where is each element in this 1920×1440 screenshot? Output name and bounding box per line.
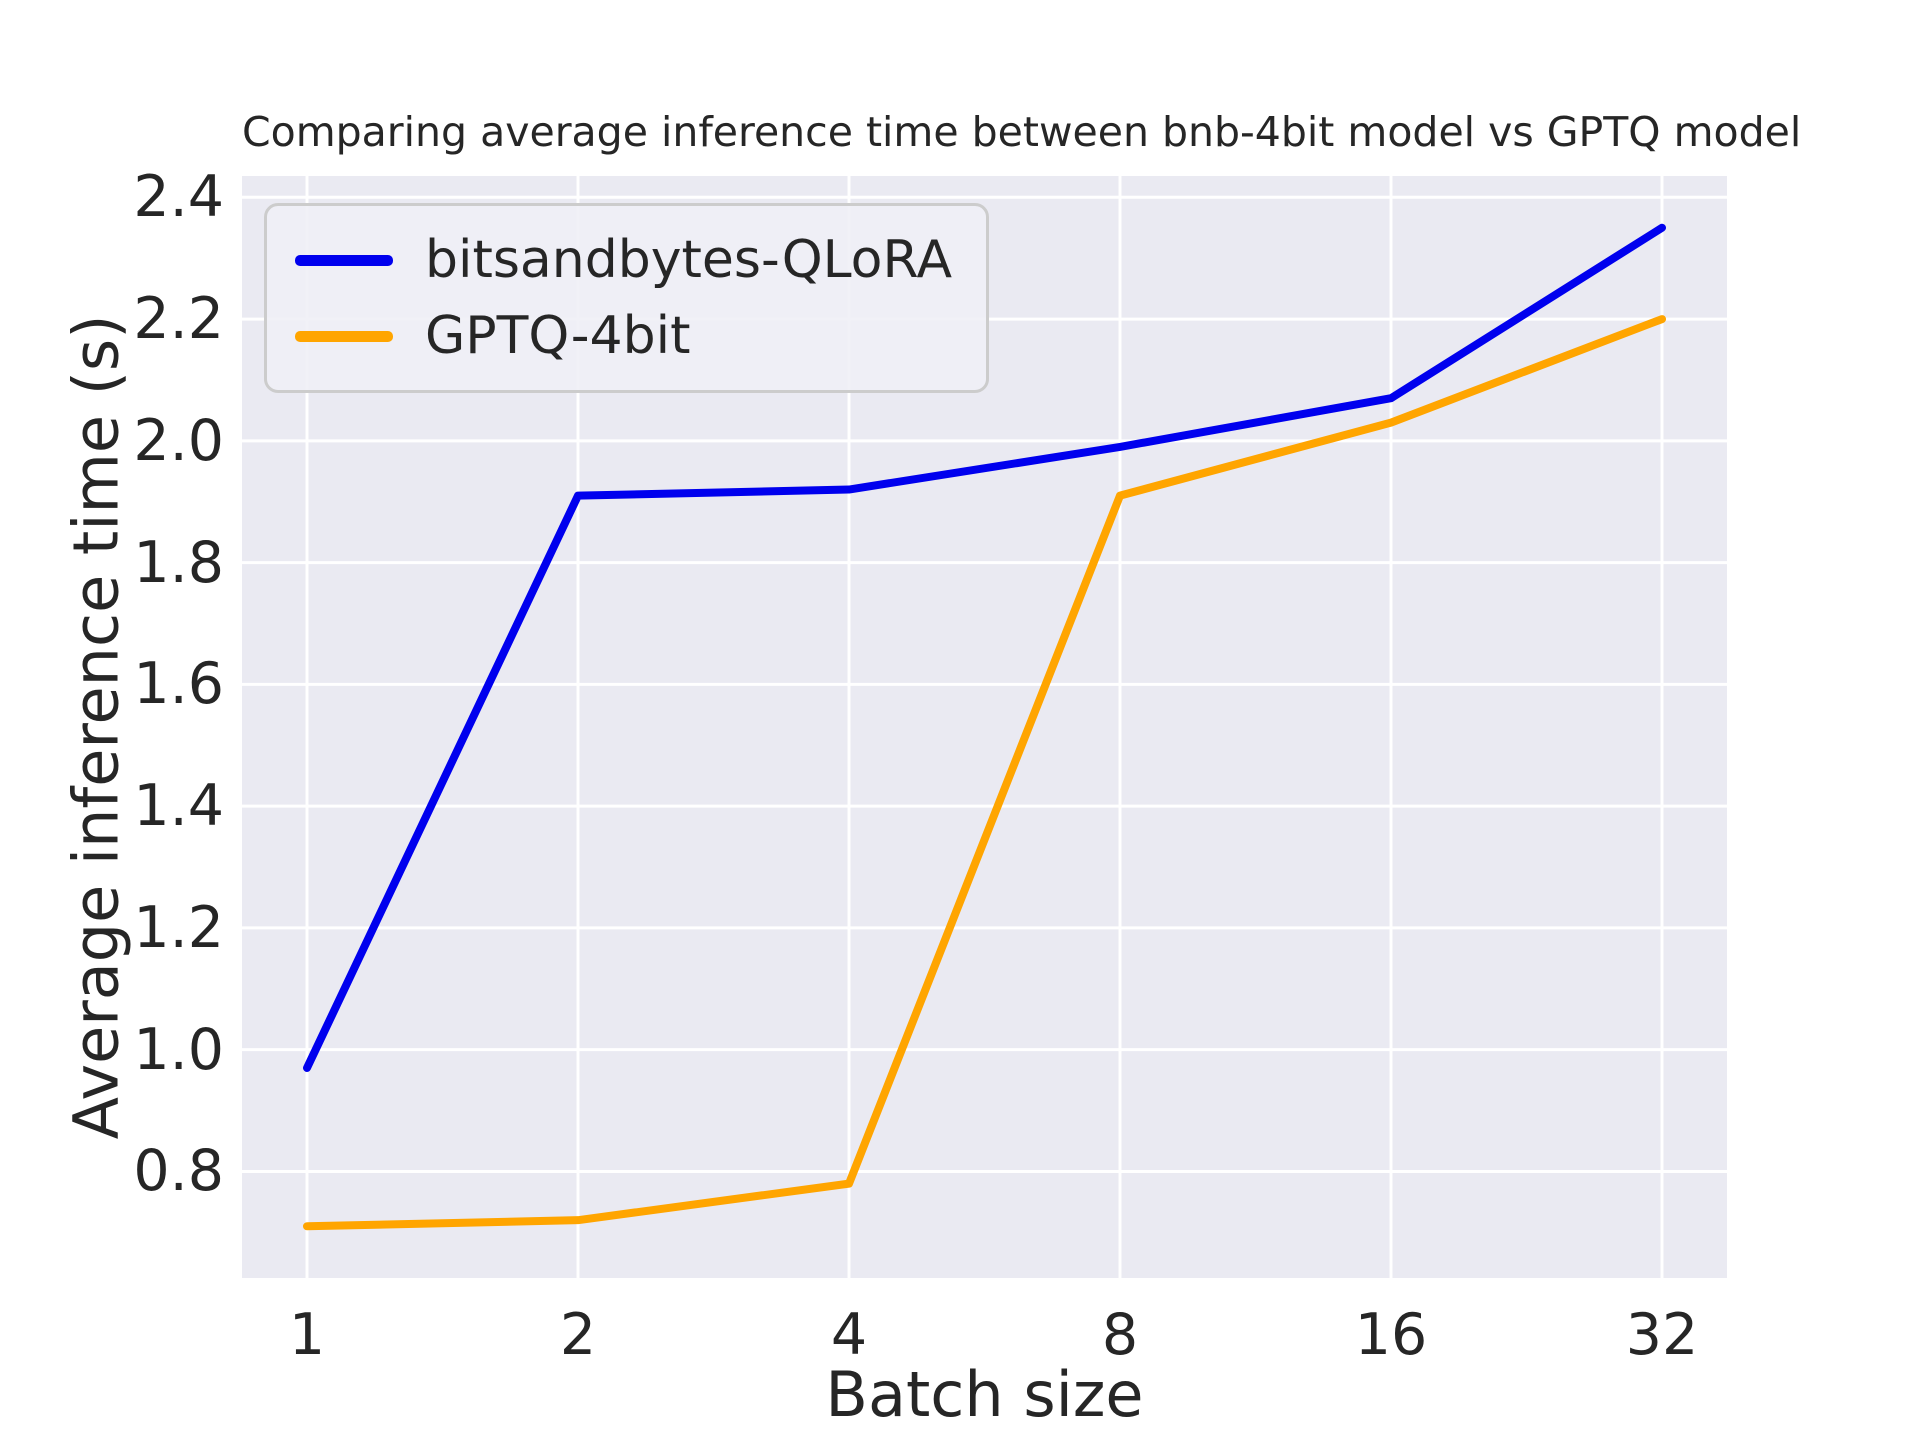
y-tick-label: 1.2: [133, 894, 224, 961]
x-tick-label: 8: [1101, 1302, 1139, 1368]
chart-title: Comparing average inference time between…: [242, 108, 1802, 156]
x-tick-label: 1: [288, 1302, 326, 1368]
legend-label: GPTQ-4bit: [425, 306, 691, 366]
y-tick-label: 1.0: [133, 1016, 224, 1083]
x-tick-label: 32: [1625, 1302, 1699, 1368]
y-tick-label: 2.4: [133, 164, 224, 231]
y-axis-label: Average inference time (s): [59, 314, 133, 1140]
legend: bitsandbytes-QLoRA GPTQ-4bit: [264, 203, 990, 393]
legend-item: GPTQ-4bit: [295, 306, 952, 366]
series-line-1: [303, 315, 1666, 1231]
legend-line-sample-bitsandbytes: [295, 254, 393, 266]
y-tick-label: 1.6: [133, 651, 224, 718]
legend-item: bitsandbytes-QLoRA: [295, 230, 952, 290]
x-axis-label: Batch size: [825, 1358, 1144, 1431]
legend-label: bitsandbytes-QLoRA: [425, 230, 953, 290]
y-tick-label: 1.4: [133, 773, 224, 840]
x-tick-label: 4: [830, 1302, 868, 1368]
y-tick-label: 1.8: [133, 529, 224, 596]
y-tick-label: 2.0: [133, 407, 224, 474]
y-tick-label: 0.8: [133, 1138, 224, 1205]
legend-line-sample-gptq: [295, 330, 393, 342]
y-tick-label: 2.2: [133, 286, 224, 353]
x-tick-label: 2: [559, 1302, 597, 1368]
series-line-0: [303, 223, 1666, 1072]
x-tick-label: 16: [1354, 1302, 1428, 1368]
